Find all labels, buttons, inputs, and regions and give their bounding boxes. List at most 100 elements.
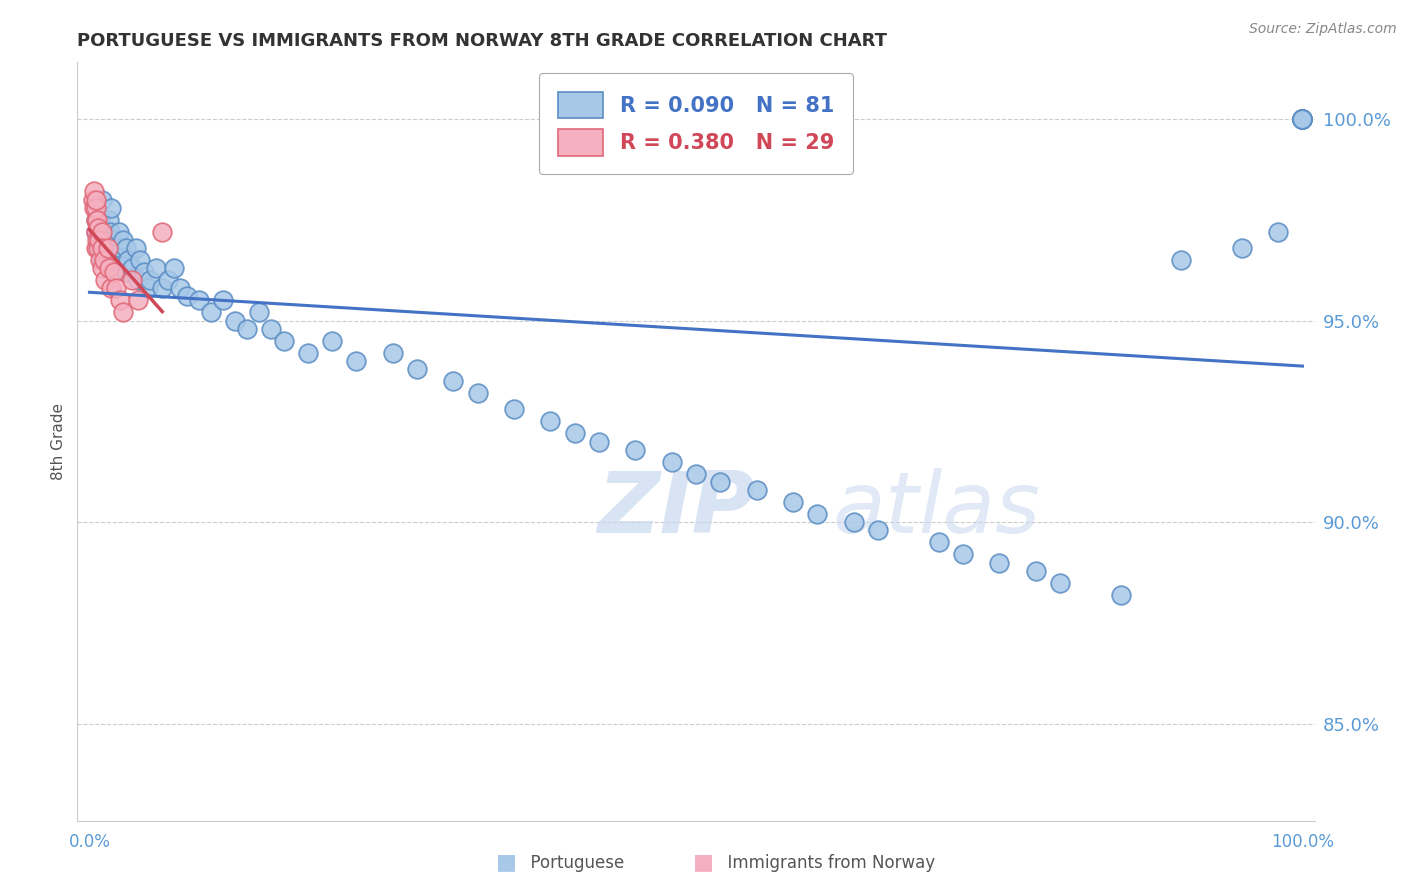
Point <box>90 241 112 255</box>
Point <box>97 241 120 255</box>
Point <box>169 281 191 295</box>
Point <box>467 386 489 401</box>
Point <box>685 467 707 481</box>
Point <box>1267 225 1289 239</box>
Point <box>84 212 107 227</box>
Point <box>124 241 146 255</box>
Point <box>588 434 610 449</box>
Point <box>132 265 155 279</box>
Point <box>108 253 131 268</box>
Point <box>745 483 768 497</box>
Point <box>150 281 173 295</box>
Point <box>89 212 111 227</box>
Point <box>1291 112 1313 126</box>
Point <box>94 273 117 287</box>
Point <box>782 495 804 509</box>
Point <box>806 507 828 521</box>
Point <box>110 241 132 255</box>
Point <box>87 220 110 235</box>
Point <box>1291 112 1313 126</box>
Point <box>86 233 108 247</box>
Point <box>866 523 889 537</box>
Point <box>139 273 162 287</box>
Point <box>624 442 647 457</box>
Point <box>381 346 404 360</box>
Point <box>86 212 108 227</box>
Point <box>121 273 143 287</box>
Point <box>127 293 149 308</box>
Point <box>112 233 135 247</box>
Point <box>84 212 107 227</box>
Point <box>1109 588 1132 602</box>
Point <box>97 241 120 255</box>
Point <box>129 253 152 268</box>
Text: Immigrants from Norway: Immigrants from Norway <box>717 855 935 872</box>
Point <box>1025 564 1047 578</box>
Point <box>84 225 107 239</box>
Point <box>1049 575 1071 590</box>
Y-axis label: 8th Grade: 8th Grade <box>51 403 66 480</box>
Point <box>1291 112 1313 126</box>
Point <box>103 253 125 268</box>
Point <box>97 233 120 247</box>
Point <box>107 225 129 239</box>
Point <box>82 193 104 207</box>
Point <box>103 265 125 279</box>
Point <box>105 241 128 255</box>
Point <box>103 233 125 247</box>
Text: ZIP: ZIP <box>598 468 755 551</box>
Point <box>176 289 198 303</box>
Point <box>200 305 222 319</box>
Point <box>108 293 131 308</box>
Text: 0.0%: 0.0% <box>69 833 111 851</box>
Point <box>1291 112 1313 126</box>
Point <box>84 225 107 239</box>
Point <box>297 346 319 360</box>
Point <box>842 515 865 529</box>
Point <box>247 305 270 319</box>
Point <box>1170 253 1192 268</box>
Point <box>260 321 283 335</box>
Point <box>84 241 107 255</box>
Point <box>224 313 246 327</box>
Point <box>150 225 173 239</box>
Point <box>564 426 586 441</box>
Point <box>112 305 135 319</box>
Point <box>117 253 139 268</box>
Point <box>1291 112 1313 126</box>
Point <box>90 253 112 268</box>
Point <box>503 402 526 417</box>
Point <box>988 556 1011 570</box>
Point <box>127 273 149 287</box>
Point <box>83 201 105 215</box>
Point <box>212 293 235 308</box>
Point <box>1291 112 1313 126</box>
Point <box>90 261 112 276</box>
Point <box>89 241 111 255</box>
Text: ■: ■ <box>496 853 516 872</box>
Point <box>1230 241 1253 255</box>
Point <box>406 362 429 376</box>
Point <box>97 212 120 227</box>
Point <box>87 241 110 255</box>
Point <box>1291 112 1313 126</box>
Point <box>115 265 138 279</box>
Point <box>952 548 974 562</box>
Point <box>100 281 122 295</box>
Point <box>83 185 105 199</box>
Point <box>145 261 167 276</box>
Point <box>90 225 112 239</box>
Point <box>163 261 186 276</box>
Point <box>321 334 343 348</box>
Point <box>344 354 367 368</box>
Point <box>661 455 683 469</box>
Point <box>273 334 295 348</box>
Point <box>187 293 209 308</box>
Point <box>84 201 107 215</box>
Point <box>709 475 731 489</box>
Point <box>87 233 110 247</box>
Text: atlas: atlas <box>832 468 1040 551</box>
Text: ■: ■ <box>693 853 713 872</box>
Point <box>105 281 128 295</box>
Text: Portuguese: Portuguese <box>520 855 624 872</box>
